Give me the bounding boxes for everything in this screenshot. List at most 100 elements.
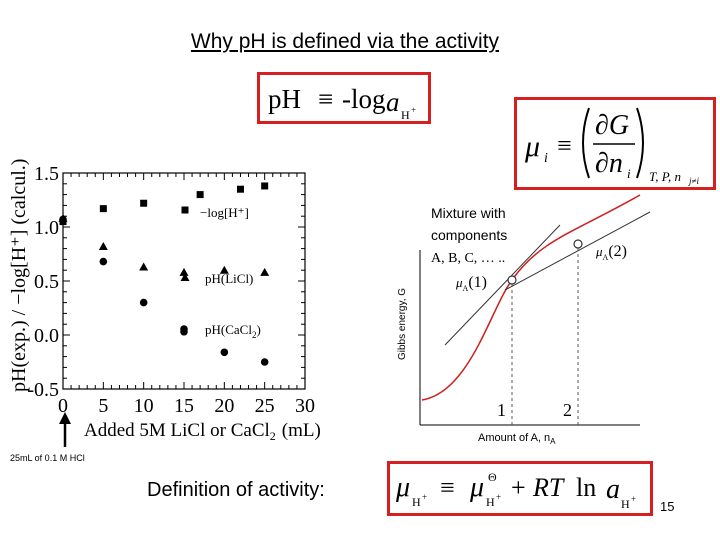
y-tick-labels: 1.5 1.0 0.5 0.0 -0.5 xyxy=(27,163,59,401)
legend-marker-square xyxy=(181,206,189,214)
x-tick-label: 5 xyxy=(98,395,108,417)
mu-a-1-sub: A xyxy=(463,284,469,293)
x-tick-label: 20 xyxy=(214,395,234,417)
act-mu-lhs-sup: + xyxy=(422,492,427,502)
x-tick-label: 0 xyxy=(58,395,68,417)
ph-symbol: pH xyxy=(268,84,301,114)
data-point-circle xyxy=(260,358,269,366)
mixture-annotation-line1: Mixture with xyxy=(431,205,506,221)
y-tick-label: 0.0 xyxy=(34,325,59,347)
act-a: a xyxy=(606,474,620,505)
ph-activity-var: a xyxy=(386,87,400,117)
x-axis-label: Added 5M LiCl or CaCl2 (mL) xyxy=(84,420,321,443)
y-tick-label: -0.5 xyxy=(27,379,59,401)
mixture-annotation-line2: components xyxy=(431,227,507,243)
y-tick-label: 1.5 xyxy=(34,163,59,185)
act-identity-sign: ≡ xyxy=(440,473,455,502)
denominator-sub: i xyxy=(627,166,631,181)
y-axis-label: pH(exp.) / −log[H⁺] (calcul.) xyxy=(8,159,30,392)
derivative-denominator: ∂n xyxy=(595,148,623,179)
chemical-potential-equation: μ i ≡ ∂G ∂n i T, P, n j≠i xyxy=(524,107,699,186)
marker-2: 2 xyxy=(563,400,572,420)
legend-ph-cacl2-main: pH(CaCl xyxy=(205,322,252,337)
derivative-numerator: ∂G xyxy=(595,110,629,141)
mu-a-1-arg: (1) xyxy=(468,274,487,291)
legend-ph-licl: pH(LiCl) xyxy=(205,271,253,286)
y-tick-label: 1.0 xyxy=(34,217,59,239)
plot-ticks xyxy=(62,172,306,390)
activity-definition-box: μ H + ≡ μ Θ H + + RT ln a H + xyxy=(387,461,653,516)
page-number: 15 xyxy=(660,499,675,514)
data-point-circle xyxy=(59,215,67,224)
data-points xyxy=(58,182,270,366)
x-tick-label: 10 xyxy=(134,395,154,417)
x-axis-label-sub: 2 xyxy=(270,429,276,443)
ph-equation: pH ≡ -log a H + xyxy=(268,84,416,122)
data-point-square xyxy=(99,205,107,213)
marker-1: 1 xyxy=(497,400,506,420)
slide-title: Why pH is defined via the activity xyxy=(190,30,500,53)
data-point-triangle xyxy=(139,262,149,271)
tangent-line-1 xyxy=(444,224,561,346)
x-tick-label: 15 xyxy=(174,395,194,417)
mixture-annotation: Mixture with components xyxy=(431,205,507,243)
gibbs-x-label: Amount of A, nA xyxy=(478,432,556,446)
ph-definition-box: pH ≡ -log a H + xyxy=(257,72,431,124)
legend-neg-log-h: −log[H⁺] xyxy=(200,205,249,220)
tangent-point-1 xyxy=(507,275,517,285)
data-point-triangle xyxy=(179,267,189,276)
ph-activity-sup: + xyxy=(411,105,416,115)
gibbs-y-label: Gibbs energy, G xyxy=(397,288,408,360)
x-tick-label: 30 xyxy=(295,395,315,417)
legend-ph-cacl2-sub: 2 xyxy=(252,330,257,340)
data-point-circle xyxy=(220,348,229,357)
gibbs-x-label-sub: A xyxy=(550,437,556,446)
legend-marker-triangle xyxy=(180,273,190,281)
legend-marker-circle xyxy=(180,325,188,333)
data-point-square xyxy=(140,199,148,207)
act-mu-lhs-sub: H xyxy=(412,495,421,509)
ph-activity-sub: H xyxy=(401,108,410,121)
act-a-sup: + xyxy=(631,494,636,504)
data-point-square xyxy=(236,185,244,193)
act-theta: Θ xyxy=(488,470,497,484)
data-point-triangle xyxy=(260,267,270,276)
mu-identity-sign: ≡ xyxy=(557,131,572,160)
gibbs-x-label-main: Amount of A, n xyxy=(478,432,550,444)
activity-equation: μ H + ≡ μ Θ H + + RT ln a H + xyxy=(395,470,636,511)
act-mu-std: μ xyxy=(469,472,484,503)
x-axis-label-main: Added 5M LiCl or CaCl xyxy=(84,420,270,441)
act-a-sub: H xyxy=(621,497,630,511)
legend-ph-cacl2-end: ) xyxy=(256,322,260,337)
act-mu-lhs: μ xyxy=(395,472,410,503)
mu-a-2-label: μA(2) xyxy=(595,243,627,262)
ph-identity-sign: ≡ xyxy=(318,84,333,114)
gibbs-curve xyxy=(421,194,641,401)
mu-a-1-main: μ xyxy=(455,275,463,290)
mu-a-1-label: μA(1) xyxy=(455,274,487,293)
mu-symbol: μ xyxy=(524,130,540,163)
left-paren xyxy=(582,107,590,179)
mu-a-2-arg: (2) xyxy=(608,243,627,260)
footnote: 25mL of 0.1 M HCl xyxy=(10,453,85,463)
ph-vs-salt-plot: 0 5 10 15 20 25 30 1.5 1.0 0.5 0.0 -0.5 −log[H⁺] p… xyxy=(8,159,321,447)
x-tick-label: 25 xyxy=(255,395,275,417)
mu-a-2-sub: A xyxy=(603,253,609,262)
data-point-triangle xyxy=(98,241,108,250)
act-plus: + xyxy=(511,473,526,502)
act-mu-std-sub: H xyxy=(486,495,495,509)
start-arrow-head xyxy=(59,412,71,424)
data-point-circle xyxy=(99,257,108,266)
mu-sub: i xyxy=(544,151,548,166)
act-ln: ln xyxy=(576,473,596,502)
ph-neg-log: -log xyxy=(342,84,386,114)
data-point-square xyxy=(261,182,269,190)
x-axis-label-unit: (mL) xyxy=(282,420,321,441)
data-point-triangle xyxy=(219,265,229,274)
act-rt: RT xyxy=(532,473,565,502)
act-mu-std-sup: + xyxy=(496,492,501,502)
definition-label: Definition of activity: xyxy=(147,479,325,501)
legend-ph-cacl2: pH(CaCl2) xyxy=(205,322,261,340)
mu-a-2-main: μ xyxy=(595,244,603,259)
data-point-circle xyxy=(139,298,148,307)
